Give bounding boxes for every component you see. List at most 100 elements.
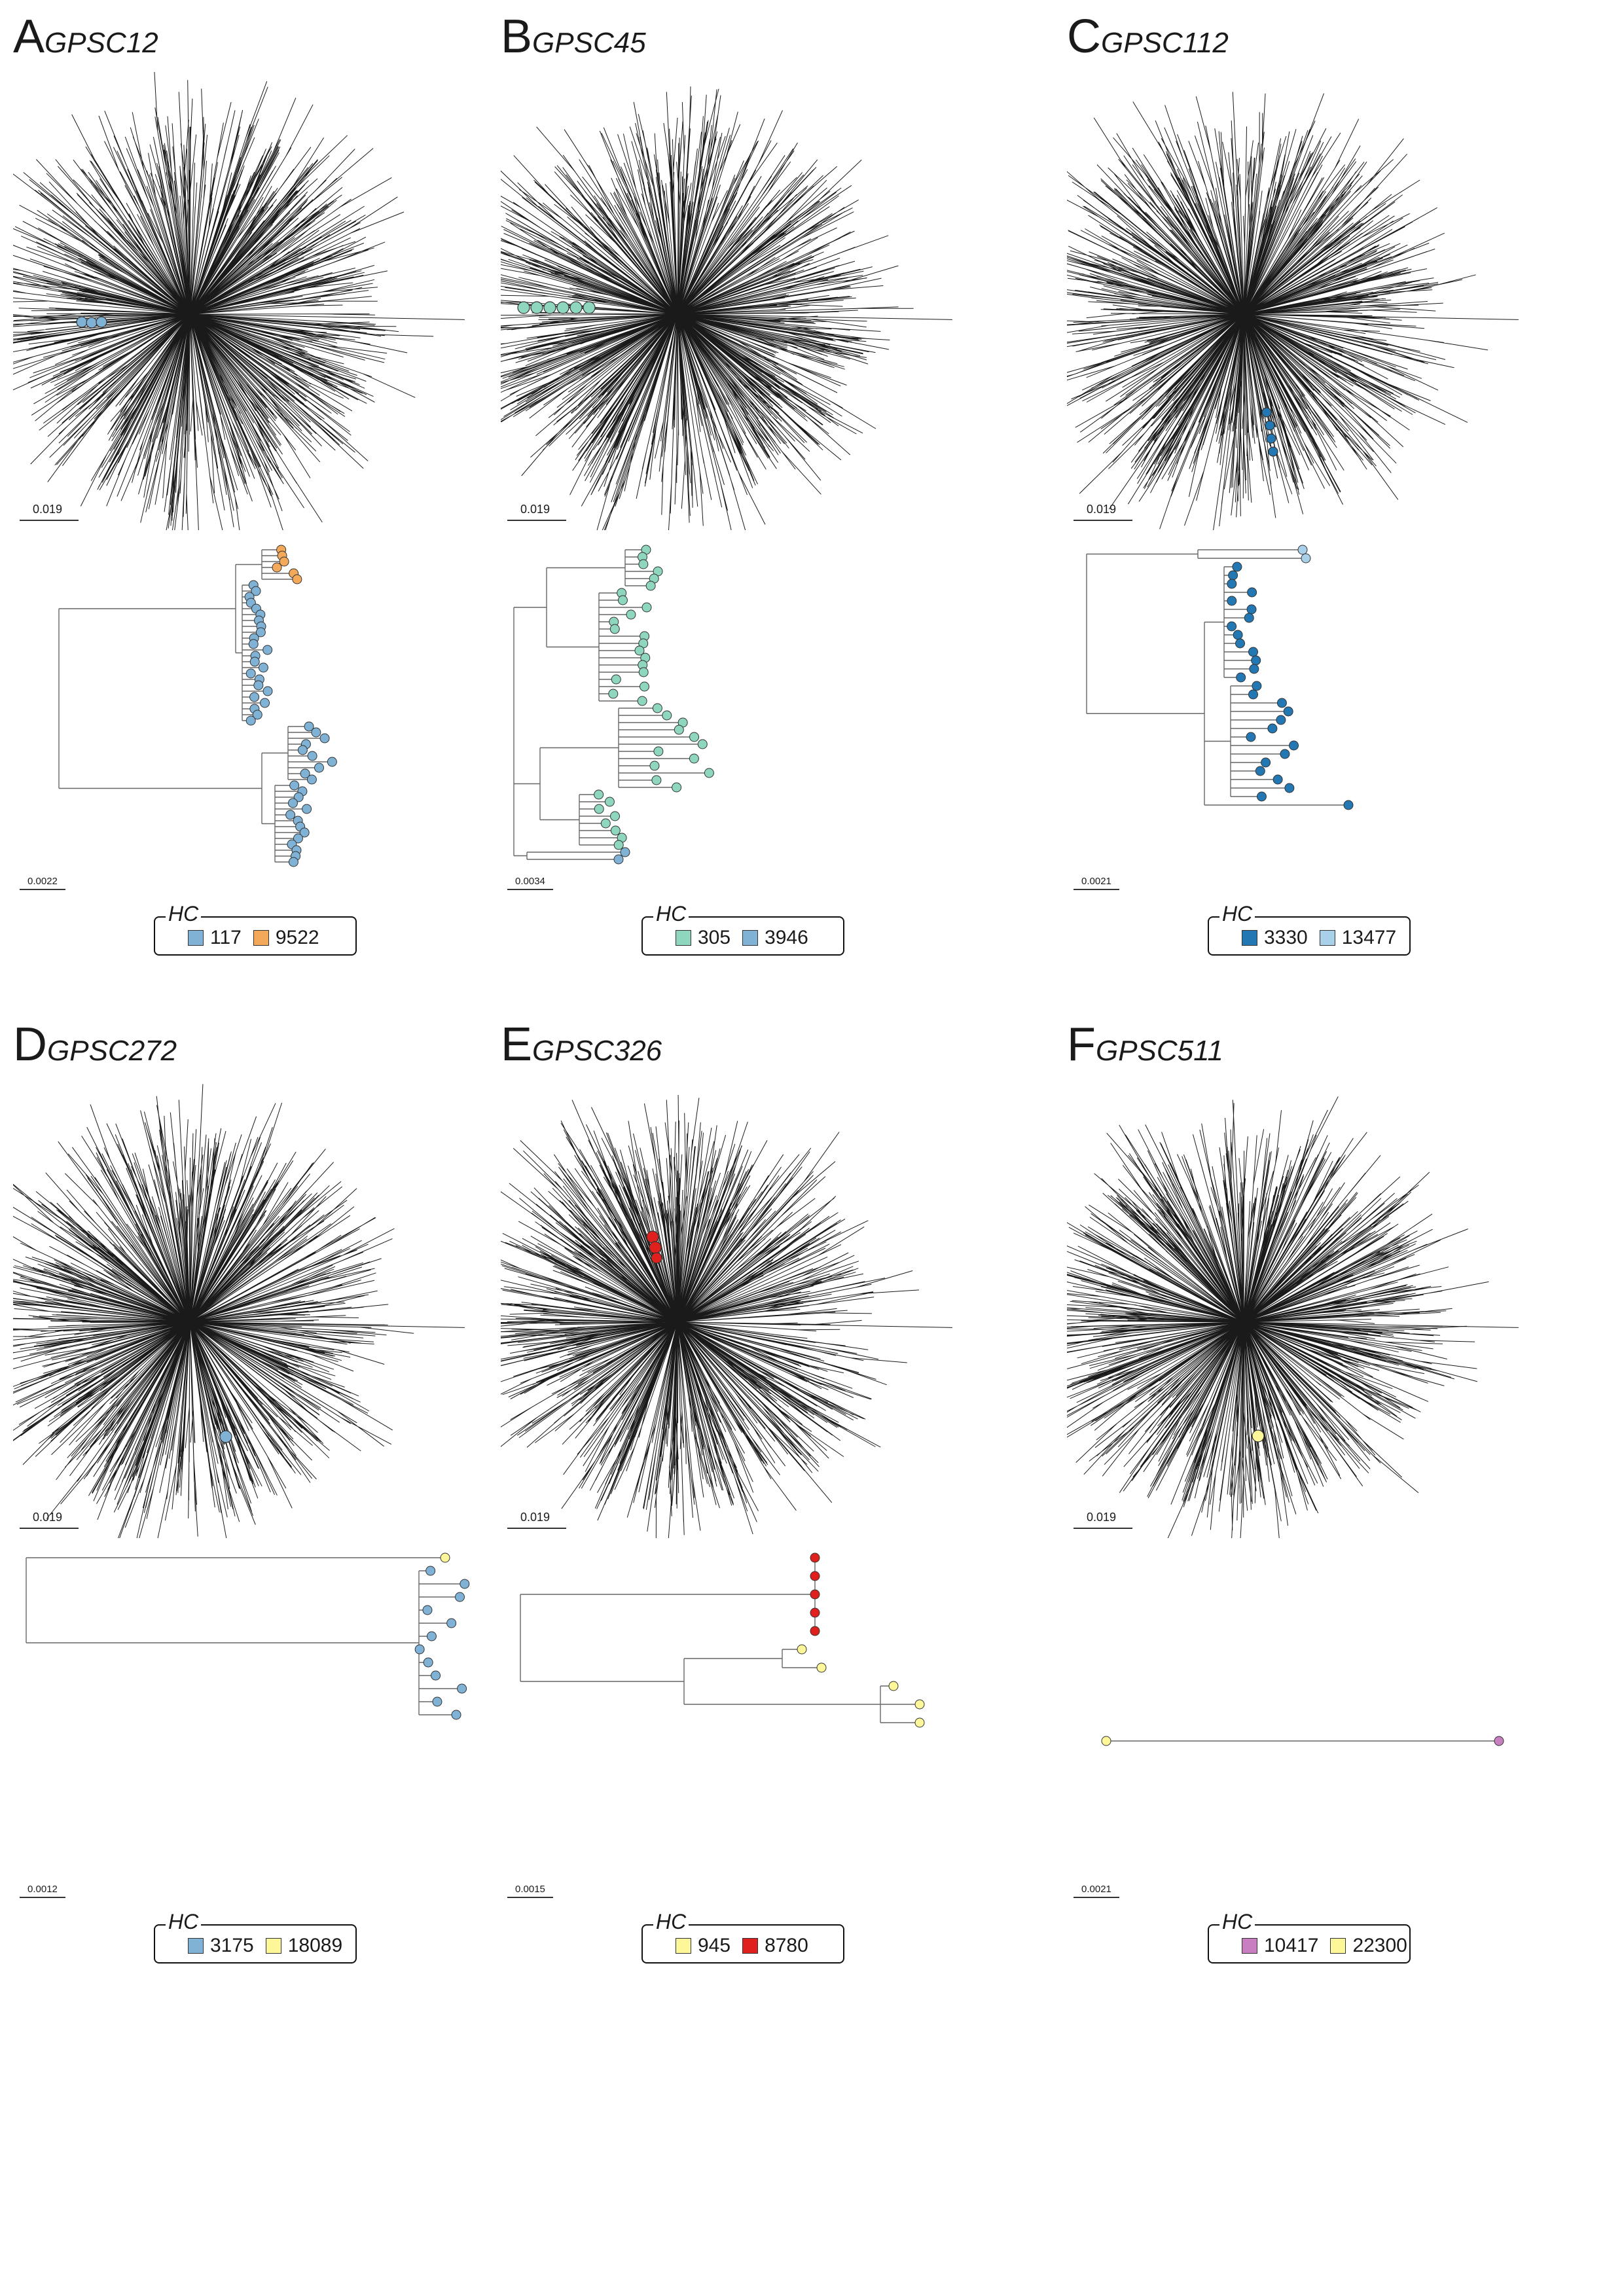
tip-node — [1246, 732, 1256, 742]
tip-node — [914, 1699, 925, 1710]
tip-node — [446, 1618, 457, 1628]
legend-label: 3175 — [210, 1935, 254, 1956]
tip-node — [414, 1644, 425, 1655]
cluster-marker — [569, 301, 583, 314]
radial-scale-label: 0.019 — [33, 1511, 63, 1524]
tip-node — [300, 768, 310, 779]
panel-letter: D — [13, 1018, 47, 1071]
legend-swatch — [1242, 930, 1257, 946]
cluster-marker — [96, 316, 107, 328]
legend-title: HC — [653, 902, 689, 926]
legend-title: HC — [1219, 902, 1255, 926]
legend-label: 10417 — [1264, 1935, 1319, 1956]
cluster-marker — [86, 317, 98, 329]
tip-node — [423, 1657, 433, 1668]
tip-node — [304, 721, 314, 732]
radial-tree — [501, 86, 952, 530]
tree-scale-label: 0.0012 — [27, 1884, 58, 1895]
tip-node — [652, 703, 662, 713]
cluster-marker — [651, 1252, 662, 1264]
radial-tree — [501, 1094, 952, 1538]
tip-node — [704, 768, 714, 778]
panel-letter: E — [501, 1018, 533, 1071]
legend-swatch — [188, 930, 204, 946]
tip-node — [1246, 604, 1257, 615]
legend-label: 22300 — [1352, 1935, 1407, 1956]
tip-node — [457, 1683, 467, 1694]
tip-node — [1227, 596, 1237, 606]
tree-scale-label: 0.0022 — [27, 876, 58, 887]
tip-node — [638, 667, 649, 677]
tip-node — [432, 1696, 442, 1707]
tip-node — [299, 827, 310, 838]
tip-node — [594, 804, 604, 814]
tip-node — [451, 1710, 461, 1720]
cluster-marker — [543, 301, 556, 314]
panel-gpsc-name: GPSC272 — [47, 1035, 177, 1067]
cluster-marker — [1266, 433, 1276, 444]
tip-node — [689, 753, 699, 764]
tip-node — [1267, 723, 1278, 734]
legend-label: 305 — [698, 927, 731, 948]
panel-letter: C — [1067, 10, 1101, 63]
cluster-marker — [1265, 420, 1275, 431]
tip-node — [311, 727, 321, 738]
tip-node — [613, 840, 624, 850]
radial-scale-label: 0.019 — [33, 503, 63, 516]
legend-item: 3330 — [1242, 927, 1308, 949]
tip-node — [440, 1552, 450, 1563]
panel-letter: F — [1067, 1018, 1096, 1071]
tip-node — [1276, 698, 1287, 708]
hc-legend: HC 945 8780 — [641, 1910, 844, 1964]
tip-node — [810, 1589, 820, 1600]
cluster-marker — [649, 1241, 662, 1254]
tip-node — [249, 656, 260, 667]
legend-item: 945 — [676, 1935, 731, 1957]
hc-legend: HC 305 3946 — [641, 902, 844, 956]
legend-item: 305 — [676, 927, 731, 949]
tip-node — [1249, 664, 1259, 674]
hc-legend: HC 10417 22300 — [1208, 1910, 1411, 1964]
panel-title: BGPSC45 — [501, 13, 646, 60]
tip-node — [641, 602, 652, 613]
tip-node — [674, 725, 684, 735]
tip-node — [422, 1605, 433, 1615]
legend-item: 10417 — [1242, 1935, 1318, 1957]
legend-item: 117 — [188, 927, 242, 949]
tip-node — [1301, 553, 1311, 564]
tip-node — [460, 1579, 470, 1589]
tip-node — [1244, 613, 1254, 623]
tip-node — [1261, 757, 1271, 768]
tip-node — [610, 811, 621, 821]
tip-node — [1297, 545, 1308, 555]
tip-node — [810, 1552, 820, 1563]
tip-node — [1247, 587, 1257, 598]
hc-legend: HC 3330 13477 — [1208, 902, 1411, 956]
panel-f: FGPSC511 0.019 0.0021 HC 10417 22300 — [1067, 1021, 1591, 1977]
legend-item: 3175 — [188, 1935, 254, 1957]
radial-scale-label: 0.019 — [520, 1511, 550, 1524]
cluster-marker — [530, 301, 543, 314]
legend-swatch — [1319, 930, 1335, 946]
legend-swatch — [742, 930, 759, 946]
tip-node — [645, 581, 656, 591]
rectangular-tree — [58, 545, 337, 867]
radial-tree — [13, 1084, 465, 1538]
hc-legend: HC 117 9522 — [154, 902, 357, 956]
tip-node — [293, 792, 304, 802]
legend-item: 13477 — [1319, 927, 1396, 949]
tip-node — [293, 833, 303, 844]
tip-node — [245, 668, 256, 679]
cluster-marker — [76, 316, 88, 328]
tip-node — [626, 609, 636, 620]
legend-swatch — [188, 1938, 204, 1954]
tip-node — [816, 1662, 827, 1673]
tip-node — [1235, 638, 1246, 649]
panel-title: EGPSC326 — [501, 1021, 662, 1068]
legend-swatch — [253, 930, 269, 946]
panel-gpsc-name: GPSC45 — [532, 27, 646, 59]
tip-node — [272, 562, 282, 573]
tip-node — [248, 639, 259, 649]
tip-node — [1276, 715, 1286, 725]
tip-node — [1272, 774, 1283, 785]
